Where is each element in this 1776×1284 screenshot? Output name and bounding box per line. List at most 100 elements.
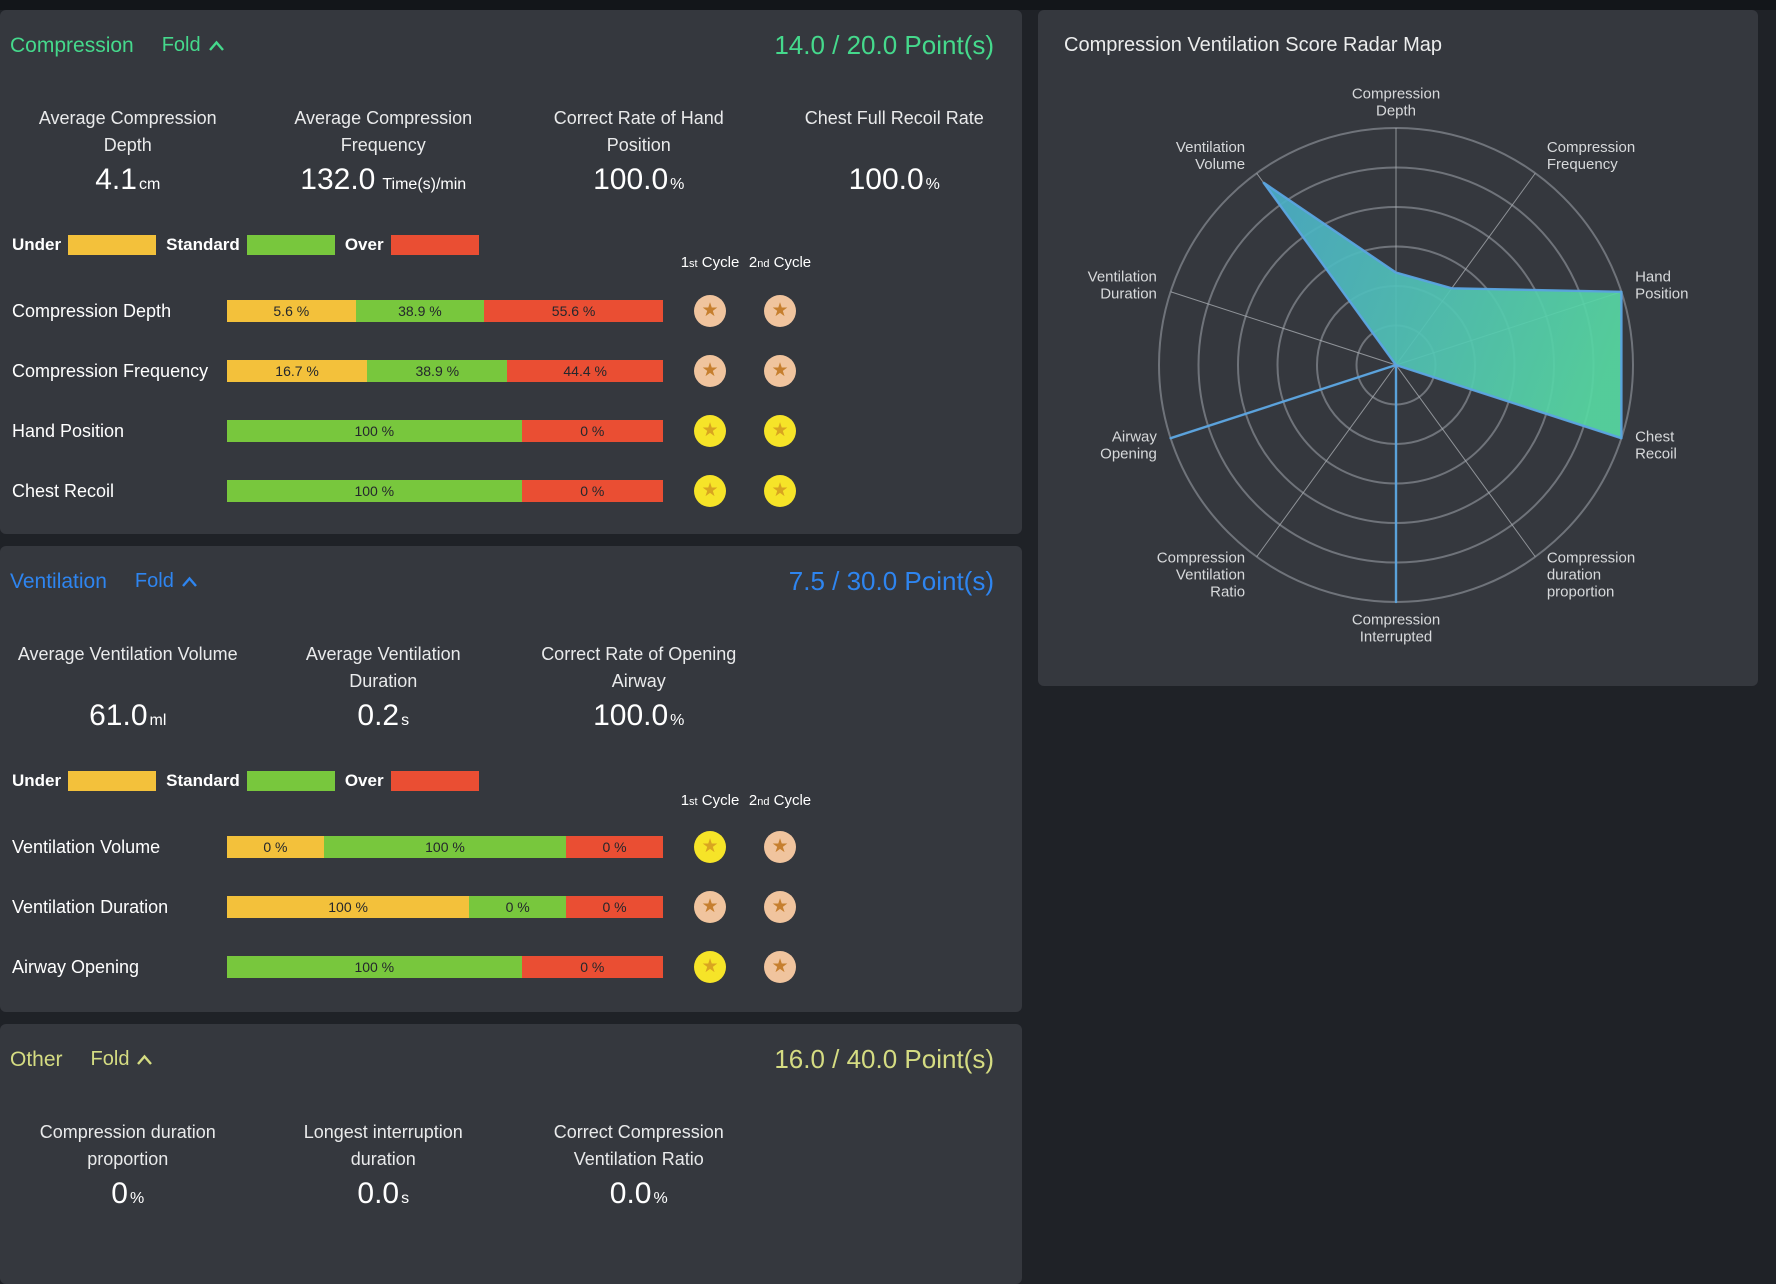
stat-number: 0.2 [357, 699, 400, 732]
bronze-medal-icon: ★ [764, 891, 796, 923]
bar-segment-under: 5.6 % [227, 300, 356, 322]
radar-panel: Compression Ventilation Score Radar Map … [1038, 10, 1758, 686]
stat-number: 0.0 [357, 1177, 400, 1210]
stat: Correct Rate of Opening Airway 100.0% [511, 641, 767, 733]
stat-label: Chest Full Recoil Rate [767, 105, 1023, 159]
stat-number: 100.0 [593, 163, 669, 196]
other-panel-header: Other Fold 16.0 / 40.0 Point(s) [0, 1024, 1022, 1075]
star-icon: ★ [771, 835, 789, 857]
cycle-header: 2nd Cycle [748, 792, 812, 809]
bar-segment-over: 0 % [566, 836, 663, 858]
stat-value: 0.0 s [256, 1177, 512, 1211]
bar-row-label: Airway Opening [12, 956, 140, 977]
star-icon: ★ [701, 955, 719, 977]
bar-legend: Under Standard Over [12, 235, 1022, 255]
legend-swatch-over [390, 235, 479, 255]
stat-label-line: Average Compression [294, 108, 473, 128]
bar-segment-standard: 38.9 % [367, 360, 508, 382]
legend-label: Over [344, 235, 384, 254]
stat-value: 100.0% [511, 163, 767, 197]
star-icon: ★ [701, 359, 719, 381]
radar-axis-label: Ventilation Volume [1176, 139, 1245, 173]
stacked-bar: 16.7 % 38.9 % 44.4 % [227, 360, 663, 382]
stat-label-line: Correct Compression [553, 1122, 724, 1142]
star-icon: ★ [701, 299, 719, 321]
stat-value: 0.2 s [256, 699, 512, 733]
medals: ★ ★ [694, 295, 796, 327]
stat-label-line: Correct Rate of Opening [541, 644, 737, 664]
bronze-medal-icon: ★ [764, 295, 796, 327]
ventilation-stats: Average Ventilation Volume 61.0 ml Average … [0, 641, 1022, 733]
stat-label-line: Longest interruption [303, 1122, 463, 1142]
stat-label-line: Correct Rate of Hand [553, 108, 724, 128]
stat-number: 4.1 [95, 163, 137, 196]
gold-medal-icon: ★ [694, 475, 726, 507]
stat-value: 0% [0, 1177, 256, 1211]
radar-axis-line [1256, 364, 1397, 558]
fold-label: Fold [134, 570, 174, 592]
ventilation-panel-title: Ventilation [10, 569, 107, 593]
stat-label-line: Position [606, 135, 671, 155]
radar-axis-label: Ventilation Duration [1088, 269, 1157, 303]
chevron-up-icon [136, 1054, 153, 1066]
legend-label: Under [12, 771, 62, 790]
stat-number: 132.0 [300, 163, 376, 196]
cycle-num: 2 [748, 792, 758, 809]
legend-swatch-under [68, 235, 157, 255]
radar-axis-label: Chest Recoil [1635, 429, 1677, 463]
stat: Average Ventilation Duration 0.2 s [256, 641, 512, 733]
legend-swatch-under [68, 771, 157, 791]
radar-axis-label: Compression Interrupted [1352, 612, 1440, 646]
cycle-header: 1st Cycle [680, 254, 740, 271]
stat-label-line: Average Compression [38, 108, 217, 128]
stat-value: 0.0% [511, 1177, 767, 1211]
bar-row-label: Compression Frequency [12, 360, 209, 381]
stat-label: Average Ventilation Duration [256, 641, 512, 695]
compression-fold-button[interactable]: Fold [162, 34, 225, 57]
stat-label-line: Average Ventilation Volume [17, 644, 238, 664]
stat-unit: % [653, 1190, 668, 1207]
bronze-medal-icon: ★ [694, 355, 726, 387]
legend-swatch-over [390, 771, 479, 791]
chevron-up-icon [208, 40, 225, 52]
compression-panel-title: Compression [10, 33, 134, 57]
cycle-headers: 1st Cycle 2nd Cycle [678, 792, 812, 809]
gold-medal-icon: ★ [694, 951, 726, 983]
medals: ★ ★ [694, 415, 796, 447]
bar-row-label: Compression Depth [12, 300, 172, 321]
legend-swatch-standard [246, 235, 335, 255]
gold-medal-icon: ★ [764, 415, 796, 447]
stat-unit: ml [149, 712, 167, 729]
radar-axis-label: Compression Ventilation Ratio [1157, 550, 1245, 601]
legend-label: Under [12, 235, 62, 254]
ventilation-fold-button[interactable]: Fold [135, 570, 198, 593]
stat-unit: cm [138, 176, 161, 193]
compression-panel: Compression Fold 14.0 / 20.0 Point(s) Av… [0, 10, 1022, 534]
bar-row: Ventilation Duration 100 % 0 % 0 % ★ ★ [0, 877, 1022, 937]
bar-segment-over: 0 % [566, 896, 663, 918]
legend-label: Over [344, 771, 384, 790]
stat-label-line: Chest Full Recoil Rate [804, 108, 984, 128]
radar-series-polygon [1169, 181, 1623, 604]
gold-medal-icon: ★ [694, 831, 726, 863]
stacked-bar: 5.6 % 38.9 % 55.6 % [227, 300, 663, 322]
stat-label: Average Compression Frequency [256, 105, 512, 159]
stat-label-line: Compression duration [39, 1122, 216, 1142]
bar-row-label: Hand Position [12, 420, 125, 441]
star-icon: ★ [701, 895, 719, 917]
stacked-bar: 0 % 100 % 0 % [227, 836, 663, 858]
medals: ★ ★ [694, 831, 796, 863]
radar-axis-line [1170, 291, 1397, 366]
ventilation-panel: Ventilation Fold 7.5 / 30.0 Point(s) Ave… [0, 546, 1022, 1012]
bar-segment-standard: 0 % [469, 896, 567, 918]
star-icon: ★ [771, 895, 789, 917]
bar-segment-over: 55.6 % [484, 300, 663, 322]
bar-row: Airway Opening 100 % 0 % ★ ★ [0, 937, 1022, 997]
stat-label-line: proportion [87, 1149, 169, 1169]
stat: Average Compression Depth 4.1 cm [0, 105, 256, 197]
other-fold-button[interactable]: Fold [91, 1048, 154, 1071]
bar-segment-over: 44.4 % [507, 360, 663, 382]
stat: Longest interruption duration 0.0 s [256, 1119, 512, 1211]
stat: Correct Compression Ventilation Ratio 0.0% [511, 1119, 767, 1211]
stat-number: 100.0 [848, 163, 924, 196]
